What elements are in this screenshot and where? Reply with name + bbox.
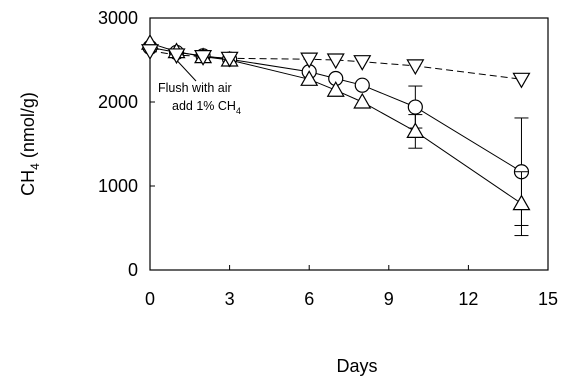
data-point-triangle-down xyxy=(220,51,239,68)
y-axis-title-subscript: 4 xyxy=(28,163,42,170)
data-point-triangle-down xyxy=(406,59,425,76)
annotation-line2: add 1% CH4 xyxy=(172,99,241,116)
plot-frame xyxy=(149,17,549,271)
data-point-triangle-down xyxy=(300,52,319,69)
data-point-triangle-up xyxy=(326,81,345,97)
y-tick-label: 2000 xyxy=(98,92,138,112)
data-point-triangle-down xyxy=(353,55,372,71)
y-tick-label: 0 xyxy=(128,260,138,280)
x-tick-label: 9 xyxy=(384,289,394,309)
data-point-triangle-down xyxy=(326,53,345,70)
x-tick-label: 12 xyxy=(458,289,478,309)
x-tick-label: 3 xyxy=(225,289,235,309)
data-point-triangle-up xyxy=(406,122,425,138)
series-triangle-down xyxy=(140,44,531,89)
x-axis-ticks: 0 3 6 9 12 15 xyxy=(145,265,558,309)
annotation-line1: Flush with air xyxy=(158,81,232,95)
y-axis-title-main: CH xyxy=(18,170,38,196)
data-point-triangle-up xyxy=(300,70,319,86)
x-tick-label: 15 xyxy=(538,289,558,309)
data-point-circle xyxy=(407,99,423,115)
y-axis-title-unit: (nmol/g) xyxy=(18,92,38,163)
x-tick-label: 6 xyxy=(304,289,314,309)
y-axis-title: CH4 (nmol/g) xyxy=(18,92,42,196)
data-point-triangle-down xyxy=(140,44,160,60)
data-point-triangle-down xyxy=(512,72,531,89)
data-point-triangle-up xyxy=(512,194,531,211)
data-point-triangle-down xyxy=(194,50,213,66)
annotation-pointer xyxy=(177,60,197,82)
y-tick-label: 3000 xyxy=(98,8,138,28)
data-point-circle xyxy=(354,77,370,93)
annotation-line2-text: add 1% CH xyxy=(172,99,236,113)
annotation: Flush with air add 1% CH4 xyxy=(158,60,241,116)
data-point-triangle-up xyxy=(353,92,372,109)
x-tick-label: 0 xyxy=(145,289,155,309)
series-layer xyxy=(140,33,531,237)
annotation-line2-subscript: 4 xyxy=(236,106,241,116)
data-point-triangle-down xyxy=(167,48,186,65)
y-axis-ticks: 0 1000 2000 3000 xyxy=(98,8,155,280)
x-axis-title: Days xyxy=(336,356,377,376)
y-tick-label: 1000 xyxy=(98,176,138,196)
